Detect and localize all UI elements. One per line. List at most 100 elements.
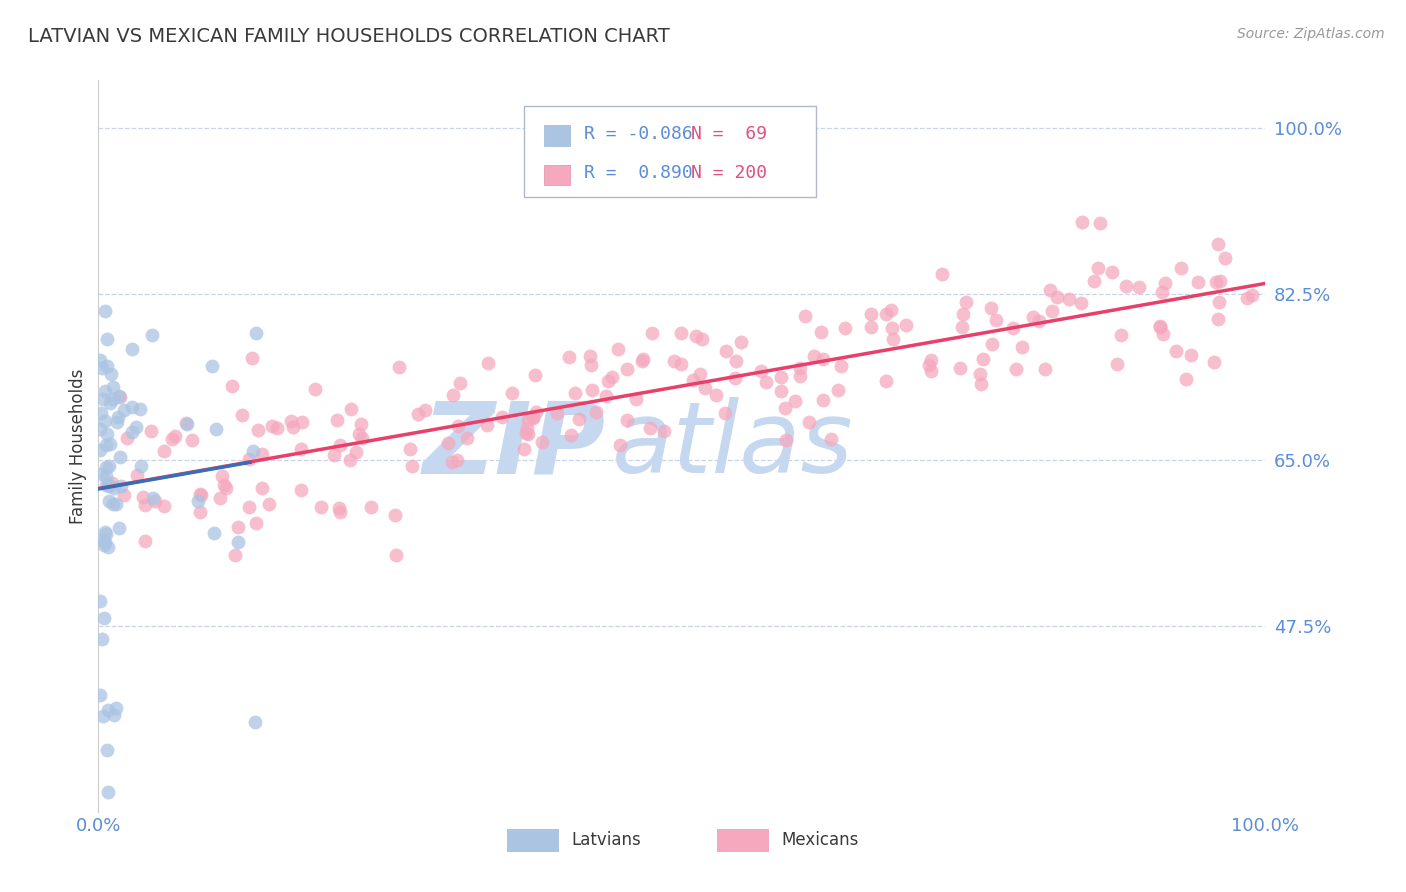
Point [600, 369, 623, 384]
Point [89, 422, 111, 436]
Text: atlas: atlas [612, 398, 853, 494]
Point [181, 433, 204, 447]
Point [799, 415, 821, 429]
Point [1039, 283, 1062, 297]
Point [860, 306, 883, 320]
Point [447, 418, 470, 433]
Point [134, 498, 156, 512]
Point [950, 320, 973, 334]
FancyBboxPatch shape [544, 125, 569, 145]
Point [671, 326, 693, 340]
Point [773, 401, 796, 415]
Point [413, 403, 436, 417]
Point [121, 425, 143, 439]
Point [714, 343, 737, 358]
Point [94, 459, 117, 474]
Text: ZIP: ZIP [423, 398, 606, 494]
Point [955, 295, 977, 310]
Point [980, 336, 1002, 351]
Point [384, 508, 406, 522]
Point [97, 785, 120, 799]
Point [91, 533, 114, 547]
Point [972, 352, 994, 367]
Point [1070, 296, 1092, 310]
Point [401, 458, 423, 473]
Point [100, 368, 122, 382]
Point [91, 709, 114, 723]
Point [446, 453, 468, 467]
Point [669, 357, 692, 371]
Point [129, 458, 152, 473]
Point [108, 450, 131, 464]
Point [984, 313, 1007, 327]
Point [96, 540, 118, 554]
Point [89, 594, 111, 608]
Point [90, 632, 112, 647]
Point [290, 442, 312, 456]
Point [329, 505, 352, 519]
Point [585, 405, 607, 419]
Point [1128, 280, 1150, 294]
Point [515, 426, 537, 441]
Point [560, 427, 582, 442]
Point [830, 359, 852, 374]
Point [1001, 321, 1024, 335]
Point [1180, 348, 1202, 362]
Point [662, 354, 685, 368]
Point [436, 436, 458, 450]
Point [201, 359, 224, 373]
Point [266, 420, 288, 434]
Point [1206, 237, 1229, 252]
Point [704, 388, 727, 402]
Point [105, 415, 128, 429]
Point [94, 527, 117, 541]
Point [281, 419, 304, 434]
Point [631, 352, 654, 367]
Point [388, 360, 411, 375]
Point [190, 487, 212, 501]
Point [1109, 328, 1132, 343]
Point [96, 469, 118, 483]
Point [526, 405, 548, 419]
Point [250, 447, 273, 461]
Point [441, 388, 464, 402]
FancyBboxPatch shape [508, 829, 560, 852]
Point [96, 743, 118, 757]
Point [406, 407, 429, 421]
Point [1149, 318, 1171, 333]
Point [1087, 260, 1109, 275]
Point [1205, 275, 1227, 289]
Point [96, 359, 118, 373]
Point [1004, 362, 1026, 376]
Point [105, 497, 128, 511]
Point [725, 354, 748, 368]
Point [347, 426, 370, 441]
Point [94, 438, 117, 452]
Point [340, 401, 363, 416]
Point [352, 431, 374, 445]
Point [640, 326, 662, 340]
Point [1152, 326, 1174, 341]
Point [522, 409, 544, 424]
Point [682, 373, 704, 387]
Point [595, 389, 617, 403]
Point [162, 432, 184, 446]
Point [399, 442, 422, 457]
Point [280, 414, 302, 428]
Y-axis label: Family Households: Family Households [69, 368, 87, 524]
Point [516, 413, 538, 427]
Point [477, 417, 499, 432]
Point [1204, 355, 1226, 369]
Point [568, 411, 591, 425]
Point [1149, 320, 1171, 334]
Point [558, 350, 581, 364]
Point [979, 301, 1001, 315]
Point [110, 479, 132, 493]
Point [931, 267, 953, 281]
Point [290, 483, 312, 498]
Point [1115, 278, 1137, 293]
Point [880, 303, 903, 318]
Point [125, 419, 148, 434]
Point [103, 707, 125, 722]
Point [769, 370, 792, 384]
